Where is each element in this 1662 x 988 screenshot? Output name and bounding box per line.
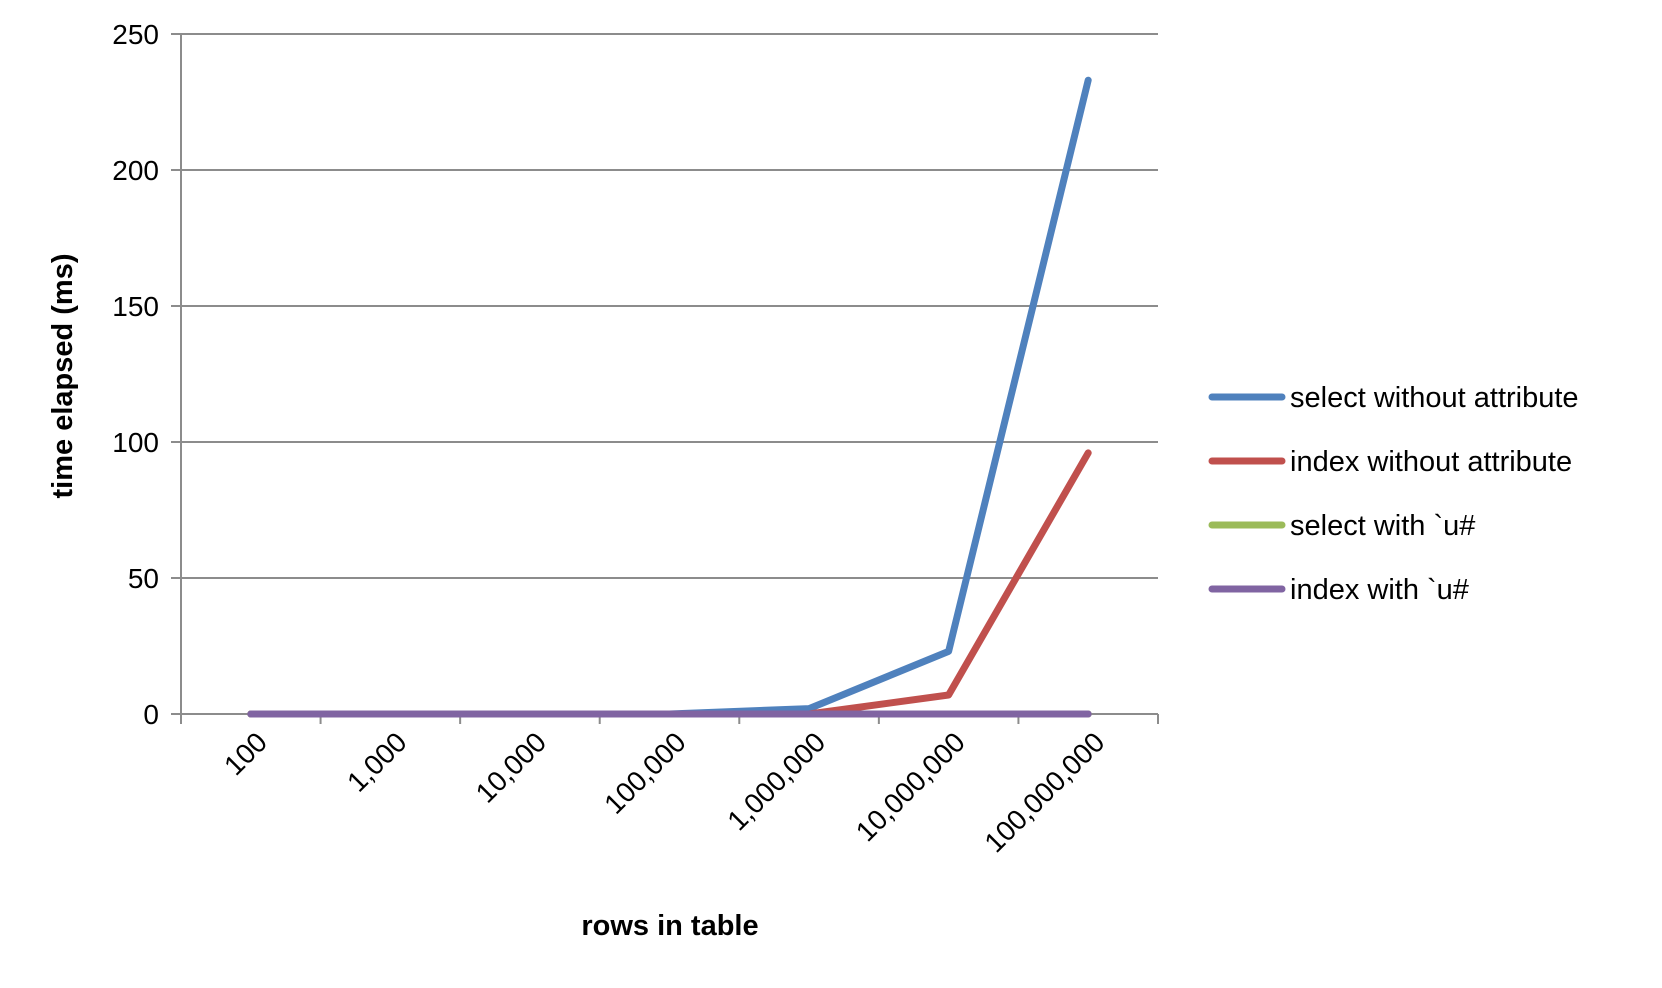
x-tick-labels: 100 1,000 10,000 100,000 1,000,000 10,000,000… [218,726,1110,858]
legend-label: index with `u# [1290,574,1469,606]
legend-label: select without attribute [1290,382,1579,414]
x-tick-label: 1,000,000 [721,726,831,836]
y-tick-label: 150 [112,291,159,322]
x-tick-label: 100,000 [598,726,691,819]
y-axis-title: time elapsed (ms) [47,254,79,499]
legend-label: index without attribute [1290,446,1572,478]
x-tick-label: 100 [218,726,273,781]
x-axis-title: rows in table [581,910,758,942]
y-tick-labels: 0 50 100 150 200 250 [112,19,159,730]
x-tick-label: 10,000,000 [850,726,971,847]
y-tick-label: 250 [112,19,159,50]
x-tick-label: 1,000 [341,726,412,797]
y-tick-label: 100 [112,427,159,458]
gridlines [181,33,1158,579]
x-tick-label: 10,000 [470,726,552,808]
y-tick-label: 0 [143,699,159,730]
legend-label: select with `u# [1290,510,1475,542]
y-tick-label: 50 [128,563,159,594]
x-tick-label: 100,000,000 [978,726,1110,858]
series-lines [247,76,1092,718]
legend: select without attribute index without at… [1208,382,1579,606]
axes [171,33,1159,724]
y-tick-label: 200 [112,155,159,186]
series-line-1 [247,76,1092,718]
